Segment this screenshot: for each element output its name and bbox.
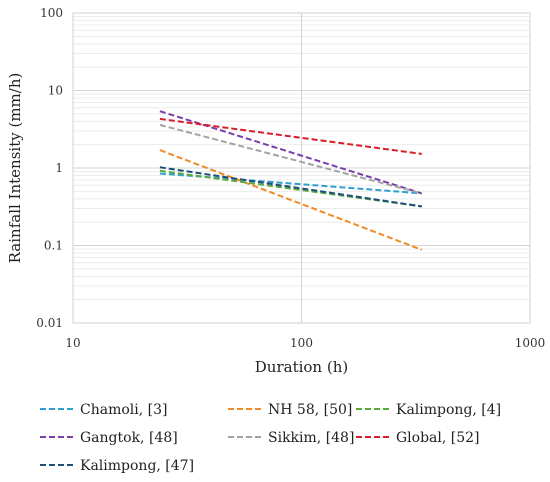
- legend-label: Gangtok, [48]: [80, 430, 178, 446]
- y-tick-label: 0.1: [44, 239, 63, 253]
- series-line-4: [159, 110, 423, 195]
- legend-item: Gangtok, [48]: [40, 430, 178, 446]
- series-line-7: [159, 166, 422, 208]
- legend-label: Chamoli, [3]: [80, 402, 167, 418]
- x-tick-label: 1000: [515, 336, 546, 350]
- legend-item: Global, [52]: [356, 430, 480, 446]
- y-tick-label: 10: [48, 84, 63, 98]
- legend-label: Global, [52]: [396, 430, 480, 446]
- legend-label: NH 58, [50]: [268, 402, 352, 418]
- plot-frame: [72, 12, 531, 324]
- legend-item: Kalimpong, [47]: [40, 458, 194, 474]
- series-layer: [159, 110, 423, 251]
- series-line-2: [159, 149, 423, 251]
- legend: Chamoli, [3] NH 58, [50] Kalimpong, [4] Gan…: [40, 402, 501, 474]
- legend-label: Sikkim, [48]: [268, 430, 354, 446]
- y-tick-label: 1: [55, 161, 63, 175]
- series-line-5: [159, 123, 423, 195]
- series-line-1: [159, 172, 422, 195]
- legend-label: Kalimpong, [4]: [396, 402, 501, 418]
- x-axis-title: Duration (h): [255, 358, 348, 376]
- legend-item: Chamoli, [3]: [40, 402, 167, 418]
- x-tick-label: 10: [65, 336, 80, 350]
- y-tick-label: 0.01: [36, 316, 63, 330]
- series-line-6: [159, 117, 422, 155]
- grid: [73, 13, 530, 324]
- legend-item: NH 58, [50]: [228, 402, 352, 418]
- tick-labels: 0.01 0.1 1 10 100 10 100 1000: [36, 6, 545, 350]
- y-axis-title: Rainfall Intensity (mm/h): [6, 73, 24, 264]
- x-tick-label: 100: [290, 336, 313, 350]
- y-tick-label: 100: [40, 6, 63, 20]
- legend-item: Kalimpong, [4]: [356, 402, 501, 418]
- legend-item: Sikkim, [48]: [228, 430, 354, 446]
- legend-label: Kalimpong, [47]: [80, 458, 194, 474]
